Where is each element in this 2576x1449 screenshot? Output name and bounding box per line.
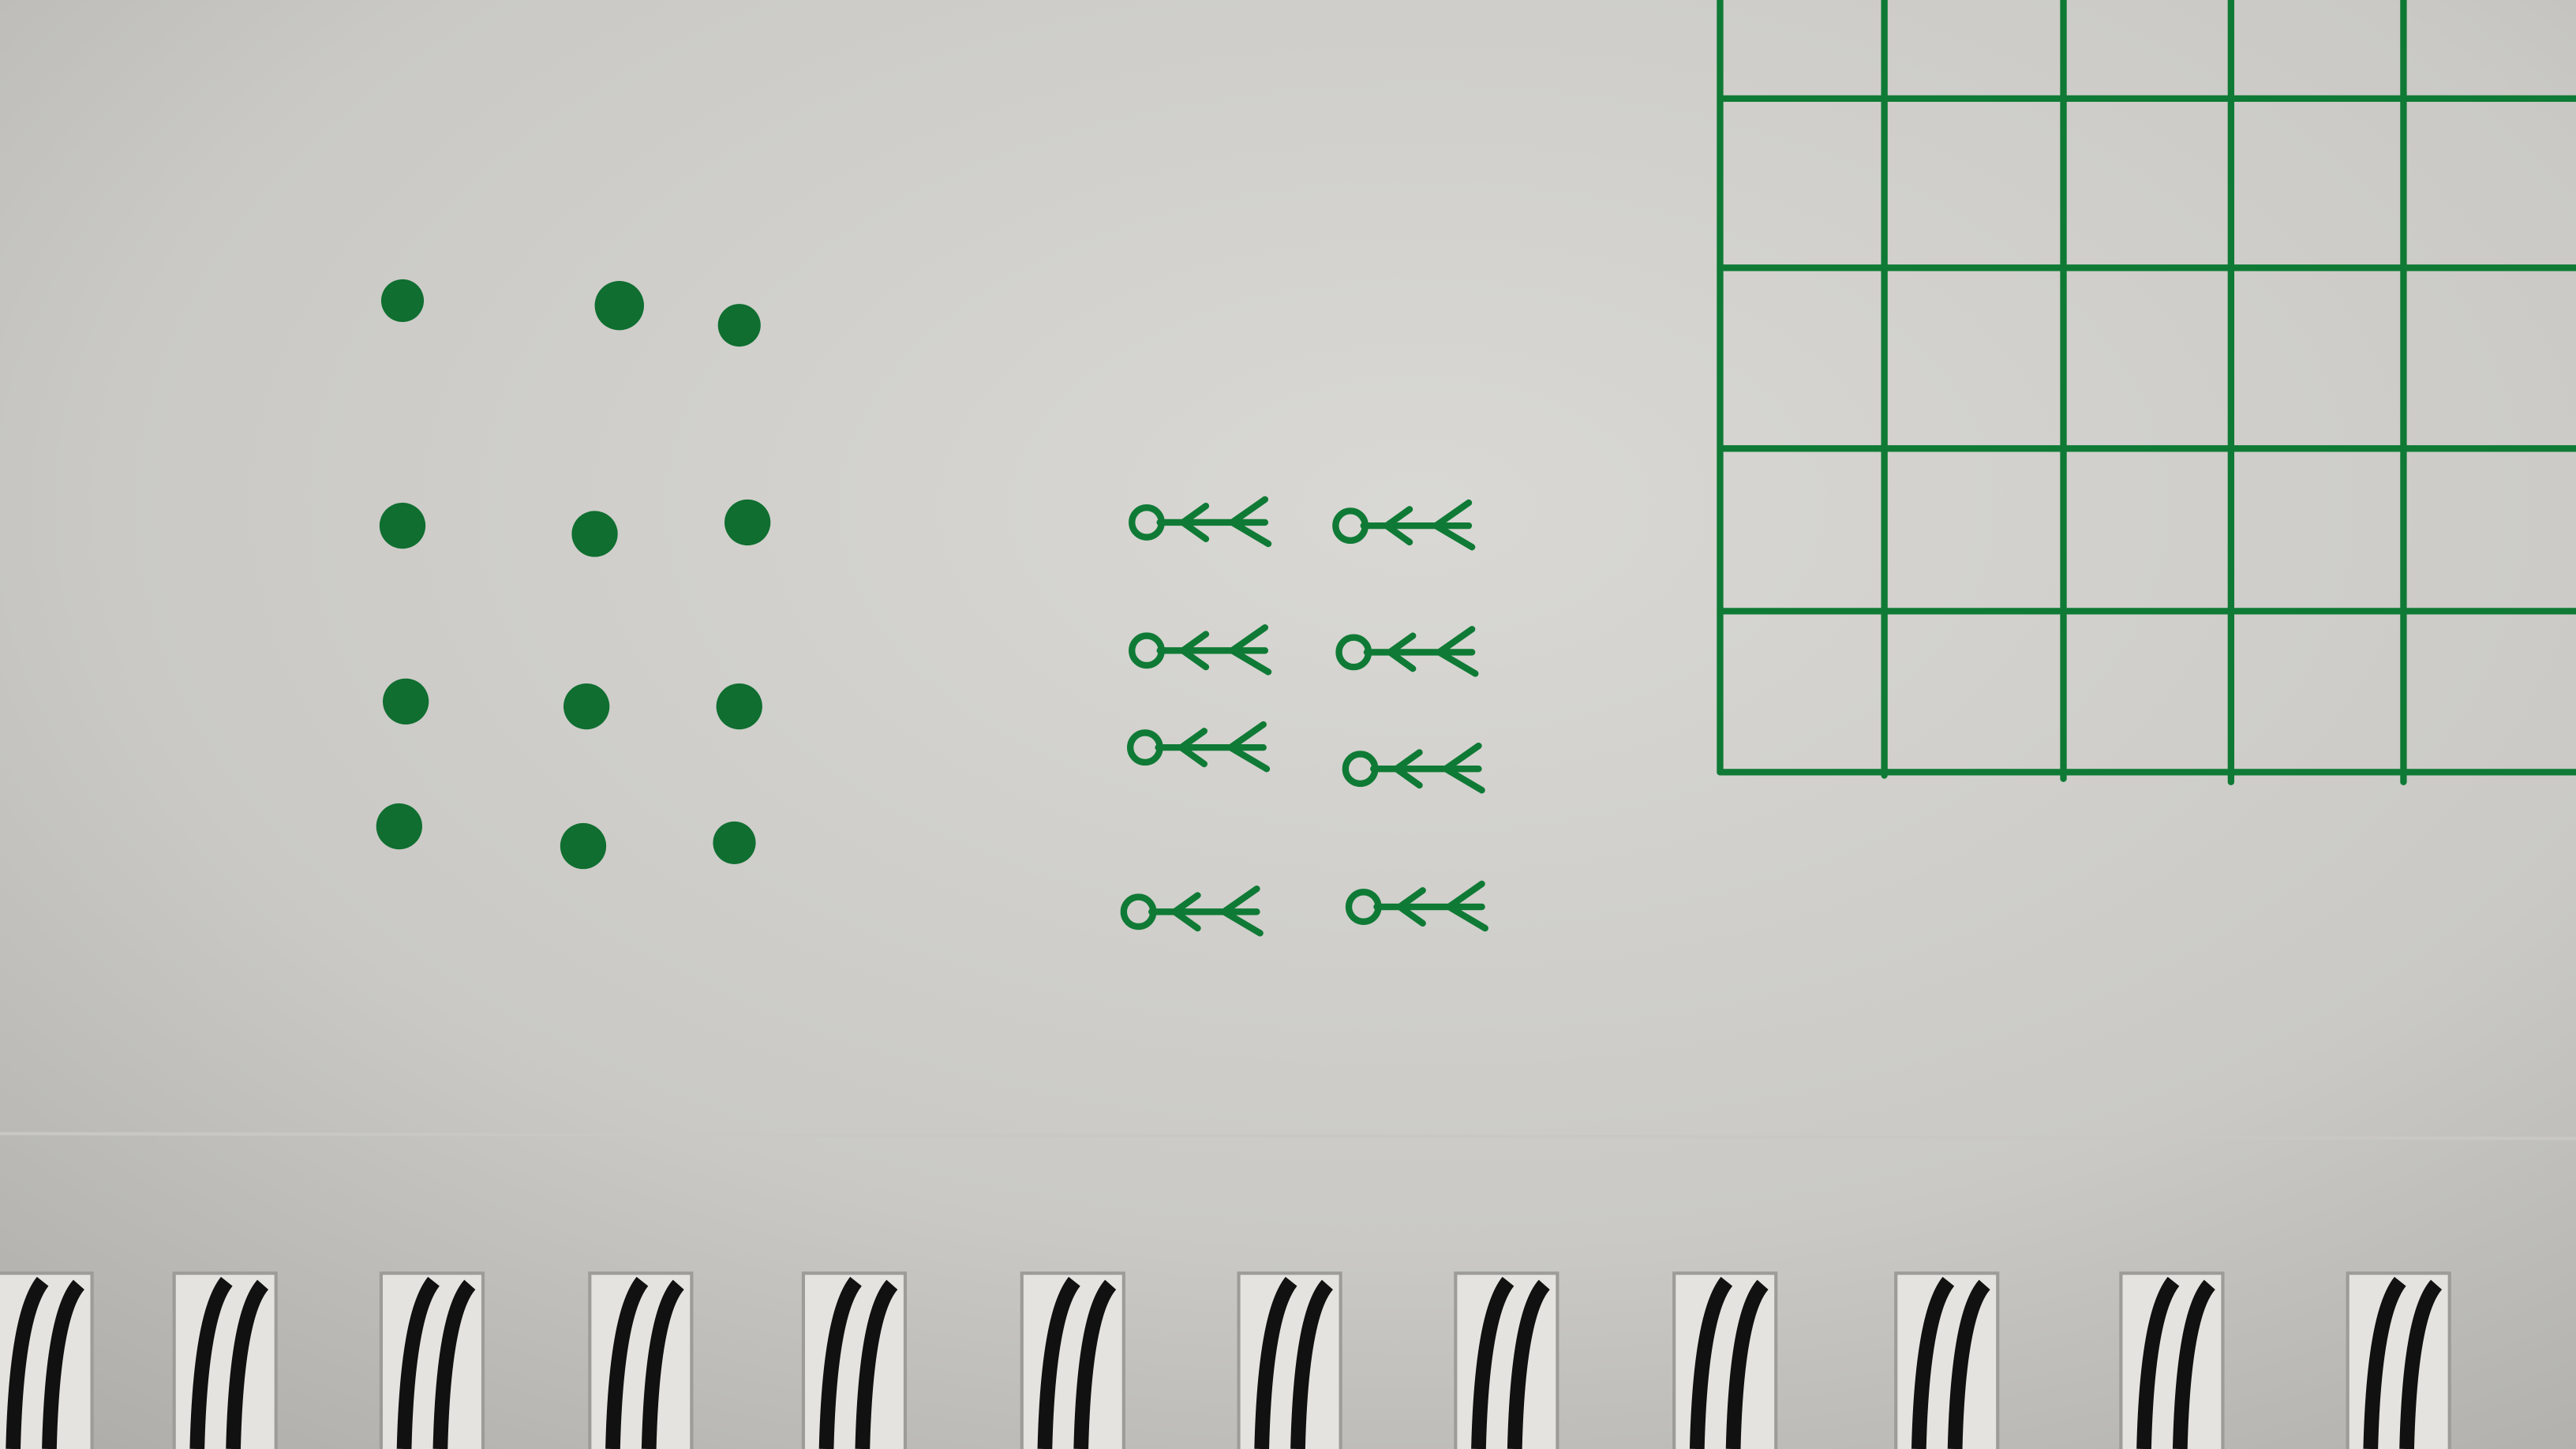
ring xyxy=(1455,1273,1557,1449)
ring xyxy=(1239,1273,1341,1449)
ring xyxy=(2348,1273,2450,1449)
dot xyxy=(380,279,425,322)
square-grid xyxy=(1717,0,2576,786)
dot xyxy=(376,803,422,850)
dot xyxy=(560,822,607,870)
ring xyxy=(381,1273,483,1449)
perforation xyxy=(0,1132,2576,1140)
ring xyxy=(0,1273,92,1449)
dot xyxy=(713,821,756,864)
dot xyxy=(594,280,644,331)
ring xyxy=(1674,1273,1776,1449)
ring xyxy=(1896,1273,1998,1449)
ring xyxy=(590,1273,691,1449)
dot xyxy=(379,502,426,549)
dot xyxy=(717,304,761,347)
ring xyxy=(1022,1273,1124,1449)
dot xyxy=(716,683,762,730)
ring xyxy=(2121,1273,2222,1449)
grid-horizontals xyxy=(1717,95,2576,776)
dot xyxy=(564,683,610,730)
grid-verticals xyxy=(1717,0,2407,786)
dot xyxy=(383,678,429,724)
dot xyxy=(724,499,771,546)
ring xyxy=(174,1273,276,1449)
dot-grid xyxy=(376,279,771,870)
ring xyxy=(803,1273,905,1449)
dot xyxy=(571,511,618,557)
